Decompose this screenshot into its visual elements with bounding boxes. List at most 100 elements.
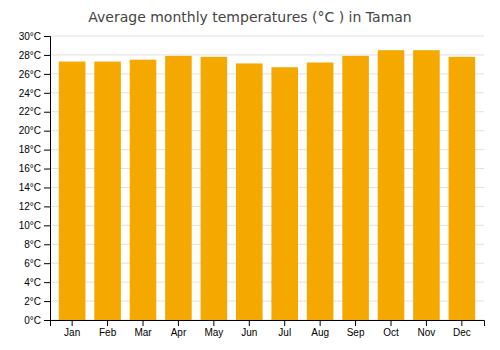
plot: 0°C 2°C 4°C 6°C 8°C 10°C 12°C 14°C 16°C 18°C 20°C 2… bbox=[19, 31, 485, 338]
tick-label: Jun bbox=[241, 327, 257, 338]
tick-mark bbox=[44, 225, 50, 226]
tick-mark bbox=[426, 320, 427, 326]
tick-mark bbox=[44, 282, 50, 283]
tick-mark bbox=[107, 320, 108, 326]
bar bbox=[307, 63, 334, 320]
bar bbox=[59, 62, 86, 320]
tick: 16°C bbox=[19, 163, 50, 174]
tick-mark bbox=[44, 244, 50, 245]
tick-label: May bbox=[204, 327, 223, 338]
tick: 14°C bbox=[19, 182, 50, 193]
tick-mark bbox=[284, 320, 285, 326]
bar bbox=[130, 60, 157, 320]
tick: May bbox=[204, 320, 223, 338]
tick-label: 18°C bbox=[19, 144, 41, 155]
tick-label: 28°C bbox=[19, 50, 41, 61]
bar bbox=[165, 56, 192, 320]
tick-label: Oct bbox=[383, 327, 399, 338]
tick-mark bbox=[44, 150, 50, 151]
tick: 12°C bbox=[19, 201, 50, 212]
tick-label: 2°C bbox=[24, 296, 41, 307]
tick-label: 0°C bbox=[24, 315, 41, 326]
tick-label: Feb bbox=[99, 327, 117, 338]
grid-line bbox=[50, 36, 484, 37]
tick: Jan bbox=[64, 320, 80, 338]
tick-label: 8°C bbox=[24, 239, 41, 250]
title: Average monthly temperatures (°C ) in Ta… bbox=[88, 9, 411, 25]
tick: 10°C bbox=[19, 220, 50, 231]
tick-mark bbox=[44, 169, 50, 170]
bar bbox=[378, 50, 405, 320]
tick-mark bbox=[44, 301, 50, 302]
tick: Mar bbox=[134, 320, 152, 338]
tick-label: Mar bbox=[134, 327, 152, 338]
tick: 6°C bbox=[24, 258, 50, 269]
tick-mark bbox=[249, 320, 250, 326]
bar bbox=[236, 63, 263, 320]
chart: Average monthly temperatures (°C ) in Ta… bbox=[0, 0, 500, 350]
tick: 26°C bbox=[19, 69, 50, 80]
tick-label: 16°C bbox=[19, 163, 41, 174]
x-axis: Jan Feb Mar Apr May Jun Jul Aug Sep Oct Nov Dec bbox=[51, 320, 485, 338]
tick-label: Jan bbox=[64, 327, 80, 338]
bar bbox=[342, 56, 369, 320]
tick-mark bbox=[320, 320, 321, 326]
tick-mark bbox=[44, 36, 50, 37]
tick-mark bbox=[72, 320, 73, 326]
bar bbox=[413, 50, 440, 320]
tick-label: 24°C bbox=[19, 88, 41, 99]
tick-label: 14°C bbox=[19, 182, 41, 193]
bar bbox=[449, 57, 476, 320]
tick: Sep bbox=[347, 320, 365, 338]
tick: 18°C bbox=[19, 144, 50, 155]
tick-label: Nov bbox=[418, 327, 436, 338]
tick-mark bbox=[44, 263, 50, 264]
y-axis: 0°C 2°C 4°C 6°C 8°C 10°C 12°C 14°C 16°C 18°C 20°C 2… bbox=[19, 31, 51, 326]
tick: 24°C bbox=[19, 88, 50, 99]
bar bbox=[94, 62, 121, 320]
tick: Jun bbox=[241, 320, 257, 338]
tick: 0°C bbox=[24, 315, 50, 326]
tick-mark bbox=[44, 55, 50, 56]
tick-mark bbox=[44, 93, 50, 94]
tick-mark bbox=[44, 320, 50, 321]
tick-mark bbox=[44, 131, 50, 132]
axis-line bbox=[51, 321, 485, 327]
tick: Apr bbox=[171, 320, 187, 338]
tick-label: 26°C bbox=[19, 69, 41, 80]
tick: 4°C bbox=[24, 277, 50, 288]
tick: 30°C bbox=[19, 31, 50, 42]
tick-label: 12°C bbox=[19, 201, 41, 212]
tick-mark bbox=[461, 320, 462, 326]
tick: 20°C bbox=[19, 125, 50, 136]
tick-label: 20°C bbox=[19, 125, 41, 136]
grid bbox=[50, 36, 484, 320]
tick: 8°C bbox=[24, 239, 50, 250]
tick: Aug bbox=[311, 320, 329, 338]
tick-mark bbox=[213, 320, 214, 326]
tick: Feb bbox=[99, 320, 117, 338]
bars bbox=[59, 50, 475, 320]
tick: Nov bbox=[418, 320, 436, 338]
axis-line bbox=[44, 37, 51, 321]
tick-label: 22°C bbox=[19, 106, 41, 117]
bar bbox=[201, 57, 228, 320]
tick-label: Dec bbox=[453, 327, 471, 338]
tick-label: 6°C bbox=[24, 258, 41, 269]
tick-mark bbox=[391, 320, 392, 326]
tick-mark bbox=[44, 187, 50, 188]
tick-mark bbox=[355, 320, 356, 326]
tick-mark bbox=[178, 320, 179, 326]
tick-label: Apr bbox=[171, 327, 187, 338]
tick: Dec bbox=[453, 320, 471, 338]
tick-label: 10°C bbox=[19, 220, 41, 231]
tick-mark bbox=[44, 74, 50, 75]
tick-label: 4°C bbox=[24, 277, 41, 288]
tick-mark bbox=[44, 112, 50, 113]
tick: 22°C bbox=[19, 106, 50, 117]
tick: 2°C bbox=[24, 296, 50, 307]
tick-mark bbox=[44, 206, 50, 207]
tick-label: Jul bbox=[278, 327, 291, 338]
tick-label: Aug bbox=[311, 327, 329, 338]
tick: 28°C bbox=[19, 50, 50, 61]
